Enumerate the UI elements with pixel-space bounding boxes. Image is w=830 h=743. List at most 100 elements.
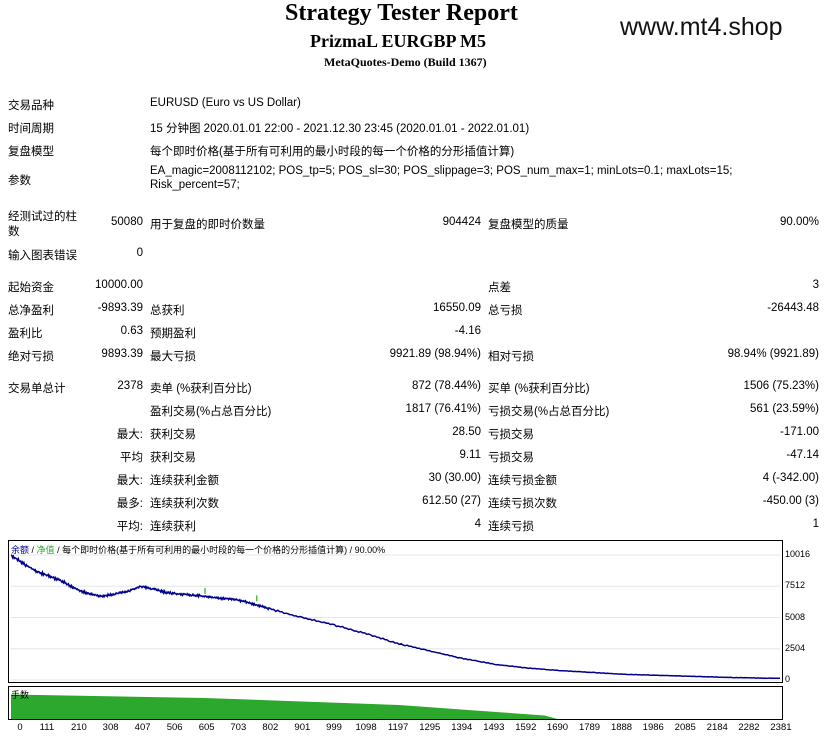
y-tick-label: 10016 — [785, 549, 811, 559]
largest-profit-label: 获利交易 — [150, 429, 196, 441]
average-prefix: 平均 — [120, 452, 143, 464]
symbol-value: EURUSD (Euro vs US Dollar) — [150, 97, 301, 109]
spread-value: 3 — [812, 279, 819, 291]
balance-line — [10, 554, 781, 680]
x-tick-label: 2085 — [674, 722, 696, 733]
profit-factor-label: 盈利比 — [8, 328, 43, 340]
chart-legend: 余额 / 净值 / 每个即时价格(基于所有可利用的最小时段的每一个价格的分形插值… — [11, 543, 385, 556]
x-tick-label: 802 — [262, 722, 279, 733]
total-trades-label: 交易单总计 — [8, 383, 66, 395]
x-tick-label: 1986 — [642, 722, 664, 733]
model-label: 复盘模型 — [8, 146, 54, 158]
net-profit-label: 总净盈利 — [8, 305, 54, 317]
profit-trades-value: 1817 (76.41%) — [405, 403, 481, 415]
x-tick-label: 2381 — [770, 722, 792, 733]
errors-value: 0 — [136, 247, 143, 259]
expected-payoff-value: -4.16 — [454, 325, 481, 337]
x-tick-label: 1592 — [515, 722, 537, 733]
gross-loss-value: -26443.48 — [767, 302, 819, 314]
x-tick-label: 506 — [166, 722, 183, 733]
short-positions-value: 872 (78.44%) — [411, 380, 481, 392]
max-drawdown-label: 最大亏损 — [150, 351, 196, 363]
largest-profit-value: 28.50 — [452, 426, 481, 438]
legend-separator: / — [31, 545, 37, 555]
average2-prefix: 平均: — [116, 521, 143, 533]
max-consecutive-wins-label: 连续获利金额 — [150, 475, 219, 487]
bars-label-2: 数 — [8, 226, 20, 238]
x-tick-label: 1789 — [578, 722, 601, 733]
profit-factor-value: 0.63 — [120, 325, 143, 337]
errors-label: 输入图表错误 — [8, 250, 77, 262]
absolute-drawdown-label: 绝对亏损 — [8, 351, 54, 363]
y-tick-label: 5008 — [785, 611, 806, 622]
report-title: Strategy Tester Report — [285, 0, 518, 26]
average-consecutive-wins-value: 4 — [474, 518, 481, 530]
average-consecutive-losses-value: 1 — [812, 518, 819, 530]
y-tick-label: 2504 — [785, 642, 806, 653]
watermark: www.mt4.shop — [620, 13, 783, 41]
x-tick-label: 1690 — [546, 722, 569, 733]
period-value: 15 分钟图 2020.01.01 22:00 - 2021.12.30 23:… — [150, 123, 530, 135]
gross-profit-label: 总获利 — [150, 305, 185, 317]
bars-value: 50080 — [111, 216, 143, 228]
total-trades-value: 2378 — [117, 380, 143, 392]
y-tick-label: 0 — [785, 674, 791, 684]
x-tick-label: 210 — [70, 722, 87, 733]
long-positions-label: 买单 (%获利百分比) — [488, 383, 590, 395]
params-label: 参数 — [8, 175, 31, 187]
spread-label: 点差 — [488, 282, 511, 294]
quality-label: 复盘模型的质量 — [488, 219, 569, 231]
x-tick-label: 1493 — [483, 722, 505, 733]
long-positions-value: 1506 (75.23%) — [743, 380, 819, 392]
max-consecutive-wins-value: 30 (30.00) — [428, 472, 481, 484]
net-profit-value: -9893.39 — [97, 302, 143, 314]
average-consecutive-wins-label: 连续获利 — [150, 521, 196, 533]
x-tick-label: 703 — [230, 722, 247, 733]
maximal-consecutive-loss-value: -450.00 (3) — [762, 495, 819, 507]
largest-loss-label: 亏损交易 — [488, 429, 534, 441]
symbol-label: 交易品种 — [8, 100, 54, 112]
period-label: 时间周期 — [8, 123, 54, 135]
max-consecutive-losses-value: 4 (-342.00) — [762, 472, 819, 484]
short-positions-label: 卖单 (%获利百分比) — [150, 383, 252, 395]
x-tick-label: 2184 — [706, 722, 728, 733]
report-subtitle: PrizmaL EURGBP M5 — [310, 31, 486, 51]
maximal-prefix: 最多: — [116, 498, 143, 510]
params-line-2: Risk_percent=57; — [150, 179, 240, 191]
volume-area — [11, 694, 780, 719]
profit-trades-label: 盈利交易(%占总百分比) — [150, 406, 272, 418]
max-consecutive-losses-label: 连续亏损金额 — [488, 475, 557, 487]
legend-equity: 净值 — [36, 545, 55, 555]
x-tick-label: 1394 — [451, 722, 473, 733]
x-tick-label: 1888 — [610, 722, 633, 733]
volume-chart: 手数 — [8, 686, 783, 720]
average-profit-label: 获利交易 — [150, 452, 196, 464]
quality-value: 90.00% — [779, 216, 819, 228]
legend-rest: / 每个即时价格(基于所有可利用的最小时段的每一个价格的分形插值计算) / 90… — [57, 545, 386, 555]
model-value: 每个即时价格(基于所有可利用的最小时段的每一个价格的分形插值计算) — [150, 146, 515, 158]
average-loss-label: 亏损交易 — [488, 452, 534, 464]
ticks-label: 用于复盘的即时价数量 — [150, 219, 265, 231]
ticks-value: 904424 — [442, 216, 481, 228]
maximal-consecutive-profit-value: 612.50 (27) — [422, 495, 481, 507]
expected-payoff-label: 预期盈利 — [150, 328, 196, 340]
average-consecutive-losses-label: 连续亏损 — [488, 521, 534, 533]
x-tick-label: 111 — [39, 722, 55, 733]
x-tick-label: 407 — [134, 722, 151, 733]
loss-trades-value: 561 (23.59%) — [749, 403, 819, 415]
relative-drawdown-value: 98.94% (9921.89) — [727, 348, 819, 360]
maximal-consecutive-loss-label: 连续亏损次数 — [488, 498, 557, 510]
x-tick-label: 0 — [17, 722, 23, 733]
deposit-value: 10000.00 — [95, 279, 143, 291]
deposit-label: 起始资金 — [8, 282, 54, 294]
x-tick-label: 308 — [102, 722, 119, 733]
largest-loss-value: -171.00 — [779, 426, 819, 438]
balance-chart-svg — [10, 554, 781, 681]
x-tick-label: 605 — [198, 722, 215, 733]
volume-label: 手数 — [11, 690, 30, 700]
average-profit-value: 9.11 — [459, 449, 481, 461]
x-tick-label: 1295 — [419, 722, 441, 733]
x-tick-label: 1197 — [387, 722, 409, 733]
y-tick-label: 7512 — [785, 580, 806, 591]
relative-drawdown-label: 相对亏损 — [488, 351, 534, 363]
